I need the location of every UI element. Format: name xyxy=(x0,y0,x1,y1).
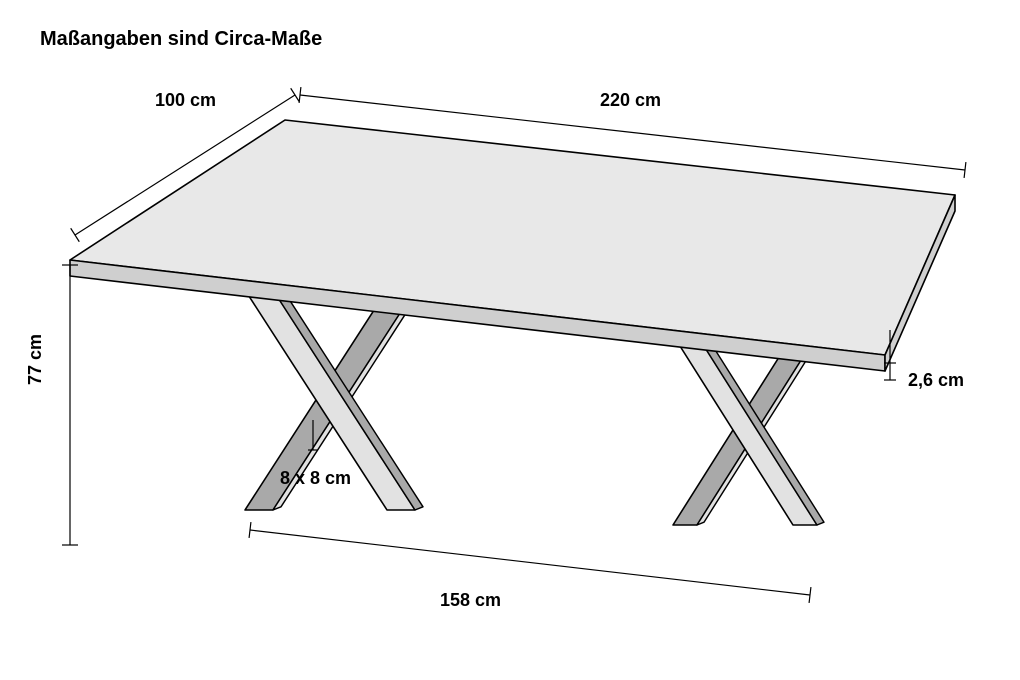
dim-height-label: 77 cm xyxy=(25,334,46,385)
dim-width-label: 100 cm xyxy=(155,90,216,111)
dim-thickness-label: 2,6 cm xyxy=(908,370,964,391)
dim-leg-cross-label: 8 x 8 cm xyxy=(280,468,351,489)
dim-leg-span-label: 158 cm xyxy=(440,590,501,611)
table-diagram xyxy=(0,0,1020,680)
dim-length-label: 220 cm xyxy=(600,90,661,111)
diagram-title: Maßangaben sind Circa-Maße xyxy=(40,28,322,51)
